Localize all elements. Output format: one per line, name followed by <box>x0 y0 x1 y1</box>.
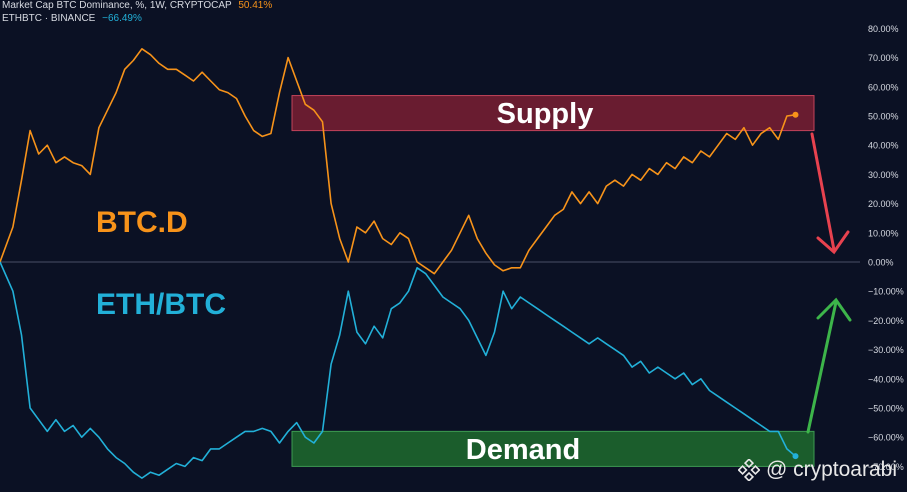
y-tick-label: 50.00% <box>868 112 899 122</box>
arrow-down-icon <box>810 132 850 255</box>
ethbtc-line <box>0 261 797 479</box>
y-tick-label: −10.00% <box>868 287 904 297</box>
watermark: @ cryptoarabi <box>737 458 897 482</box>
y-tick-label: 0.00% <box>868 258 894 268</box>
y-tick-label: 10.00% <box>868 228 899 238</box>
y-tick-label: −50.00% <box>868 404 904 414</box>
legend-eth: ETHBTC · BINANCE −66.49% <box>2 13 142 24</box>
eth-label: ETH/BTC <box>96 288 226 321</box>
btc-label: BTC.D <box>96 206 188 239</box>
ethbtc-last-point <box>792 453 799 460</box>
watermark-text: @ cryptoarabi <box>765 458 897 481</box>
zone-label-supply: Supply <box>497 98 594 130</box>
y-tick-label: −60.00% <box>868 433 904 443</box>
zone-demand <box>291 430 815 467</box>
y-tick-label: 40.00% <box>868 141 899 151</box>
zone-supply <box>291 95 815 132</box>
btc-last-point <box>792 111 799 118</box>
legend-btc-text: Market Cap BTC Dominance, %, 1W, CRYPTOC… <box>2 0 232 11</box>
y-tick-label: −40.00% <box>868 374 904 384</box>
arrow-up-icon <box>806 297 852 434</box>
legend-btc: Market Cap BTC Dominance, %, 1W, CRYPTOC… <box>2 0 272 11</box>
y-tick-label: −20.00% <box>868 316 904 326</box>
y-tick-label: 30.00% <box>868 170 899 180</box>
btc-dominance-line <box>0 47 796 275</box>
binance-diamond-icon <box>737 459 760 481</box>
y-tick-label: 70.00% <box>868 53 899 63</box>
legend-btc-value: 50.41% <box>238 0 273 11</box>
zone-label-demand: Demand <box>466 434 580 466</box>
y-tick-label: 80.00% <box>868 24 899 34</box>
legend-eth-text: ETHBTC · BINANCE <box>2 13 96 24</box>
y-tick-label: −30.00% <box>868 345 904 355</box>
y-tick-label: 20.00% <box>868 199 899 209</box>
y-tick-label: 60.00% <box>868 82 899 92</box>
legend-eth-value: −66.49% <box>102 13 142 24</box>
y-tick-label: −70.00% <box>868 462 904 472</box>
